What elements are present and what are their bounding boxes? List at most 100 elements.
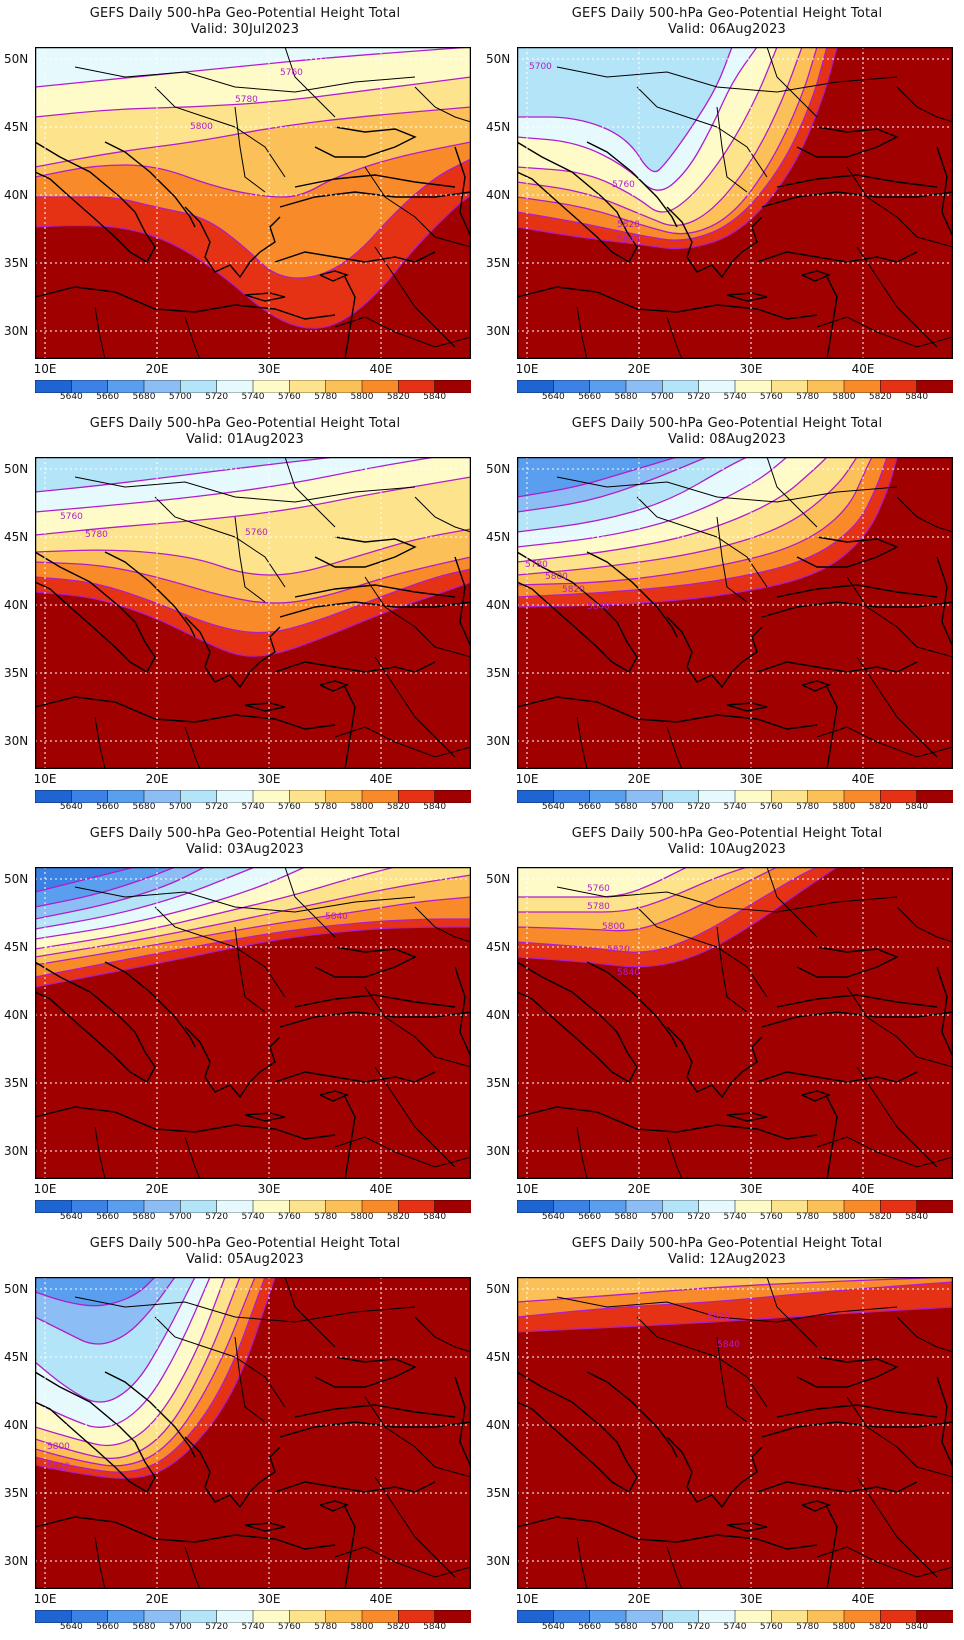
colorbar-level-label: 5700 bbox=[168, 1212, 192, 1222]
colorbar bbox=[516, 788, 954, 804]
colorbar-level-label: 5640 bbox=[59, 1622, 83, 1632]
coastline bbox=[294, 994, 456, 1008]
country-border bbox=[636, 496, 768, 588]
colorbar-level-label: 5700 bbox=[168, 392, 192, 402]
contour-line bbox=[35, 1277, 196, 1403]
map-plot: 5760 5780 5800 5820 5840 bbox=[517, 867, 953, 1179]
country-border bbox=[766, 457, 818, 528]
coastline bbox=[454, 966, 471, 1058]
colorbar-level-label: 5660 bbox=[578, 392, 602, 402]
coastline bbox=[274, 1071, 436, 1083]
contour-line bbox=[35, 47, 471, 88]
coastline bbox=[796, 126, 899, 158]
contour-label: 5760 bbox=[587, 884, 610, 894]
coastline bbox=[184, 1436, 281, 1509]
panel-valid-date: Valid: 05Aug2023 bbox=[185, 1252, 305, 1267]
contour-line bbox=[517, 1281, 953, 1318]
lon-tick-label: 40E bbox=[369, 772, 393, 786]
contour-line bbox=[517, 457, 898, 608]
contour-label: 5820 bbox=[707, 1312, 730, 1322]
lat-tick-label: 40N bbox=[486, 188, 511, 202]
country-border bbox=[766, 1277, 818, 1348]
coastline bbox=[666, 1026, 763, 1099]
height-band bbox=[35, 1277, 471, 1589]
contour-label: 5780 bbox=[235, 95, 258, 105]
country-border bbox=[374, 1066, 456, 1168]
coastline bbox=[517, 1516, 818, 1550]
colorbar-level-label: 5760 bbox=[759, 1212, 783, 1222]
height-band bbox=[517, 867, 953, 1179]
contour-line bbox=[517, 867, 818, 953]
coastline bbox=[936, 146, 953, 238]
country-border bbox=[556, 886, 898, 913]
lon-tick-label: 40E bbox=[851, 1182, 875, 1196]
lat-tick-label: 30N bbox=[4, 734, 29, 748]
panel-valid-date: Valid: 08Aug2023 bbox=[667, 432, 787, 447]
map-panel-05aug: GEFS Daily 500-hPa Geo-Potential Height … bbox=[0, 1230, 482, 1640]
coastline bbox=[796, 536, 899, 568]
lat-tick-label: 45N bbox=[4, 120, 29, 134]
contour-line bbox=[35, 457, 336, 493]
coastline bbox=[756, 1071, 918, 1083]
colorbar-svg bbox=[516, 789, 954, 804]
lon-tick-label: 30E bbox=[739, 1592, 763, 1606]
country-border bbox=[184, 1136, 201, 1179]
panel-title: GEFS Daily 500-hPa Geo-Potential Height … bbox=[89, 416, 401, 431]
country-border bbox=[94, 1536, 106, 1589]
lon-tick-label: 20E bbox=[627, 1182, 651, 1196]
country-border bbox=[74, 66, 416, 93]
colorbar bbox=[516, 378, 954, 394]
contour-line bbox=[35, 1277, 226, 1447]
coastline bbox=[274, 251, 436, 263]
country-border bbox=[716, 106, 748, 193]
contour-line bbox=[517, 47, 838, 250]
country-border bbox=[576, 1126, 588, 1179]
contour-line bbox=[35, 1277, 266, 1473]
country-border bbox=[556, 66, 898, 93]
colorbar-svg bbox=[34, 379, 472, 394]
coastline bbox=[104, 551, 196, 638]
country-border bbox=[234, 1336, 266, 1423]
contour-label: 5820 bbox=[607, 945, 630, 955]
coastline bbox=[314, 1356, 417, 1388]
coastline bbox=[801, 1090, 831, 1102]
contour-label: 5820 bbox=[47, 1462, 70, 1472]
coastline bbox=[666, 1436, 763, 1509]
coastline bbox=[796, 946, 899, 978]
contour-line bbox=[35, 141, 471, 198]
coastline bbox=[776, 174, 938, 188]
coastline bbox=[35, 961, 156, 1083]
colorbar-level-label: 5780 bbox=[796, 802, 820, 812]
country-border bbox=[154, 906, 286, 998]
lat-tick-label: 45N bbox=[4, 1350, 29, 1364]
country-border bbox=[846, 166, 953, 248]
coastline bbox=[517, 551, 638, 673]
colorbar bbox=[34, 378, 472, 394]
map-canvas: 5760 5780 5800 bbox=[35, 47, 471, 359]
contour-line bbox=[35, 918, 471, 978]
country-border bbox=[576, 1536, 588, 1589]
colorbar-level-label: 5840 bbox=[423, 1212, 447, 1222]
coastline bbox=[314, 536, 417, 568]
country-border bbox=[666, 1546, 683, 1589]
coastline bbox=[756, 661, 918, 673]
lon-tick-label: 20E bbox=[145, 1592, 169, 1606]
country-border bbox=[184, 1546, 201, 1589]
contour-line bbox=[517, 457, 748, 533]
coastline bbox=[294, 584, 456, 598]
country-border bbox=[284, 457, 336, 528]
country-border bbox=[74, 476, 416, 503]
colorbar-level-label: 5840 bbox=[905, 392, 929, 402]
country-border bbox=[184, 316, 201, 359]
country-border bbox=[636, 906, 768, 998]
colorbar-level-label: 5680 bbox=[132, 1212, 156, 1222]
lon-tick-label: 10E bbox=[515, 1182, 539, 1196]
lat-tick-label: 45N bbox=[486, 940, 511, 954]
colorbar-level-label: 5740 bbox=[241, 802, 265, 812]
colorbar-level-label: 5760 bbox=[277, 1212, 301, 1222]
panel-valid-date: Valid: 10Aug2023 bbox=[667, 842, 787, 857]
country-border bbox=[896, 496, 953, 533]
colorbar bbox=[34, 788, 472, 804]
country-border bbox=[576, 716, 588, 769]
colorbar-level-label: 5660 bbox=[578, 1212, 602, 1222]
